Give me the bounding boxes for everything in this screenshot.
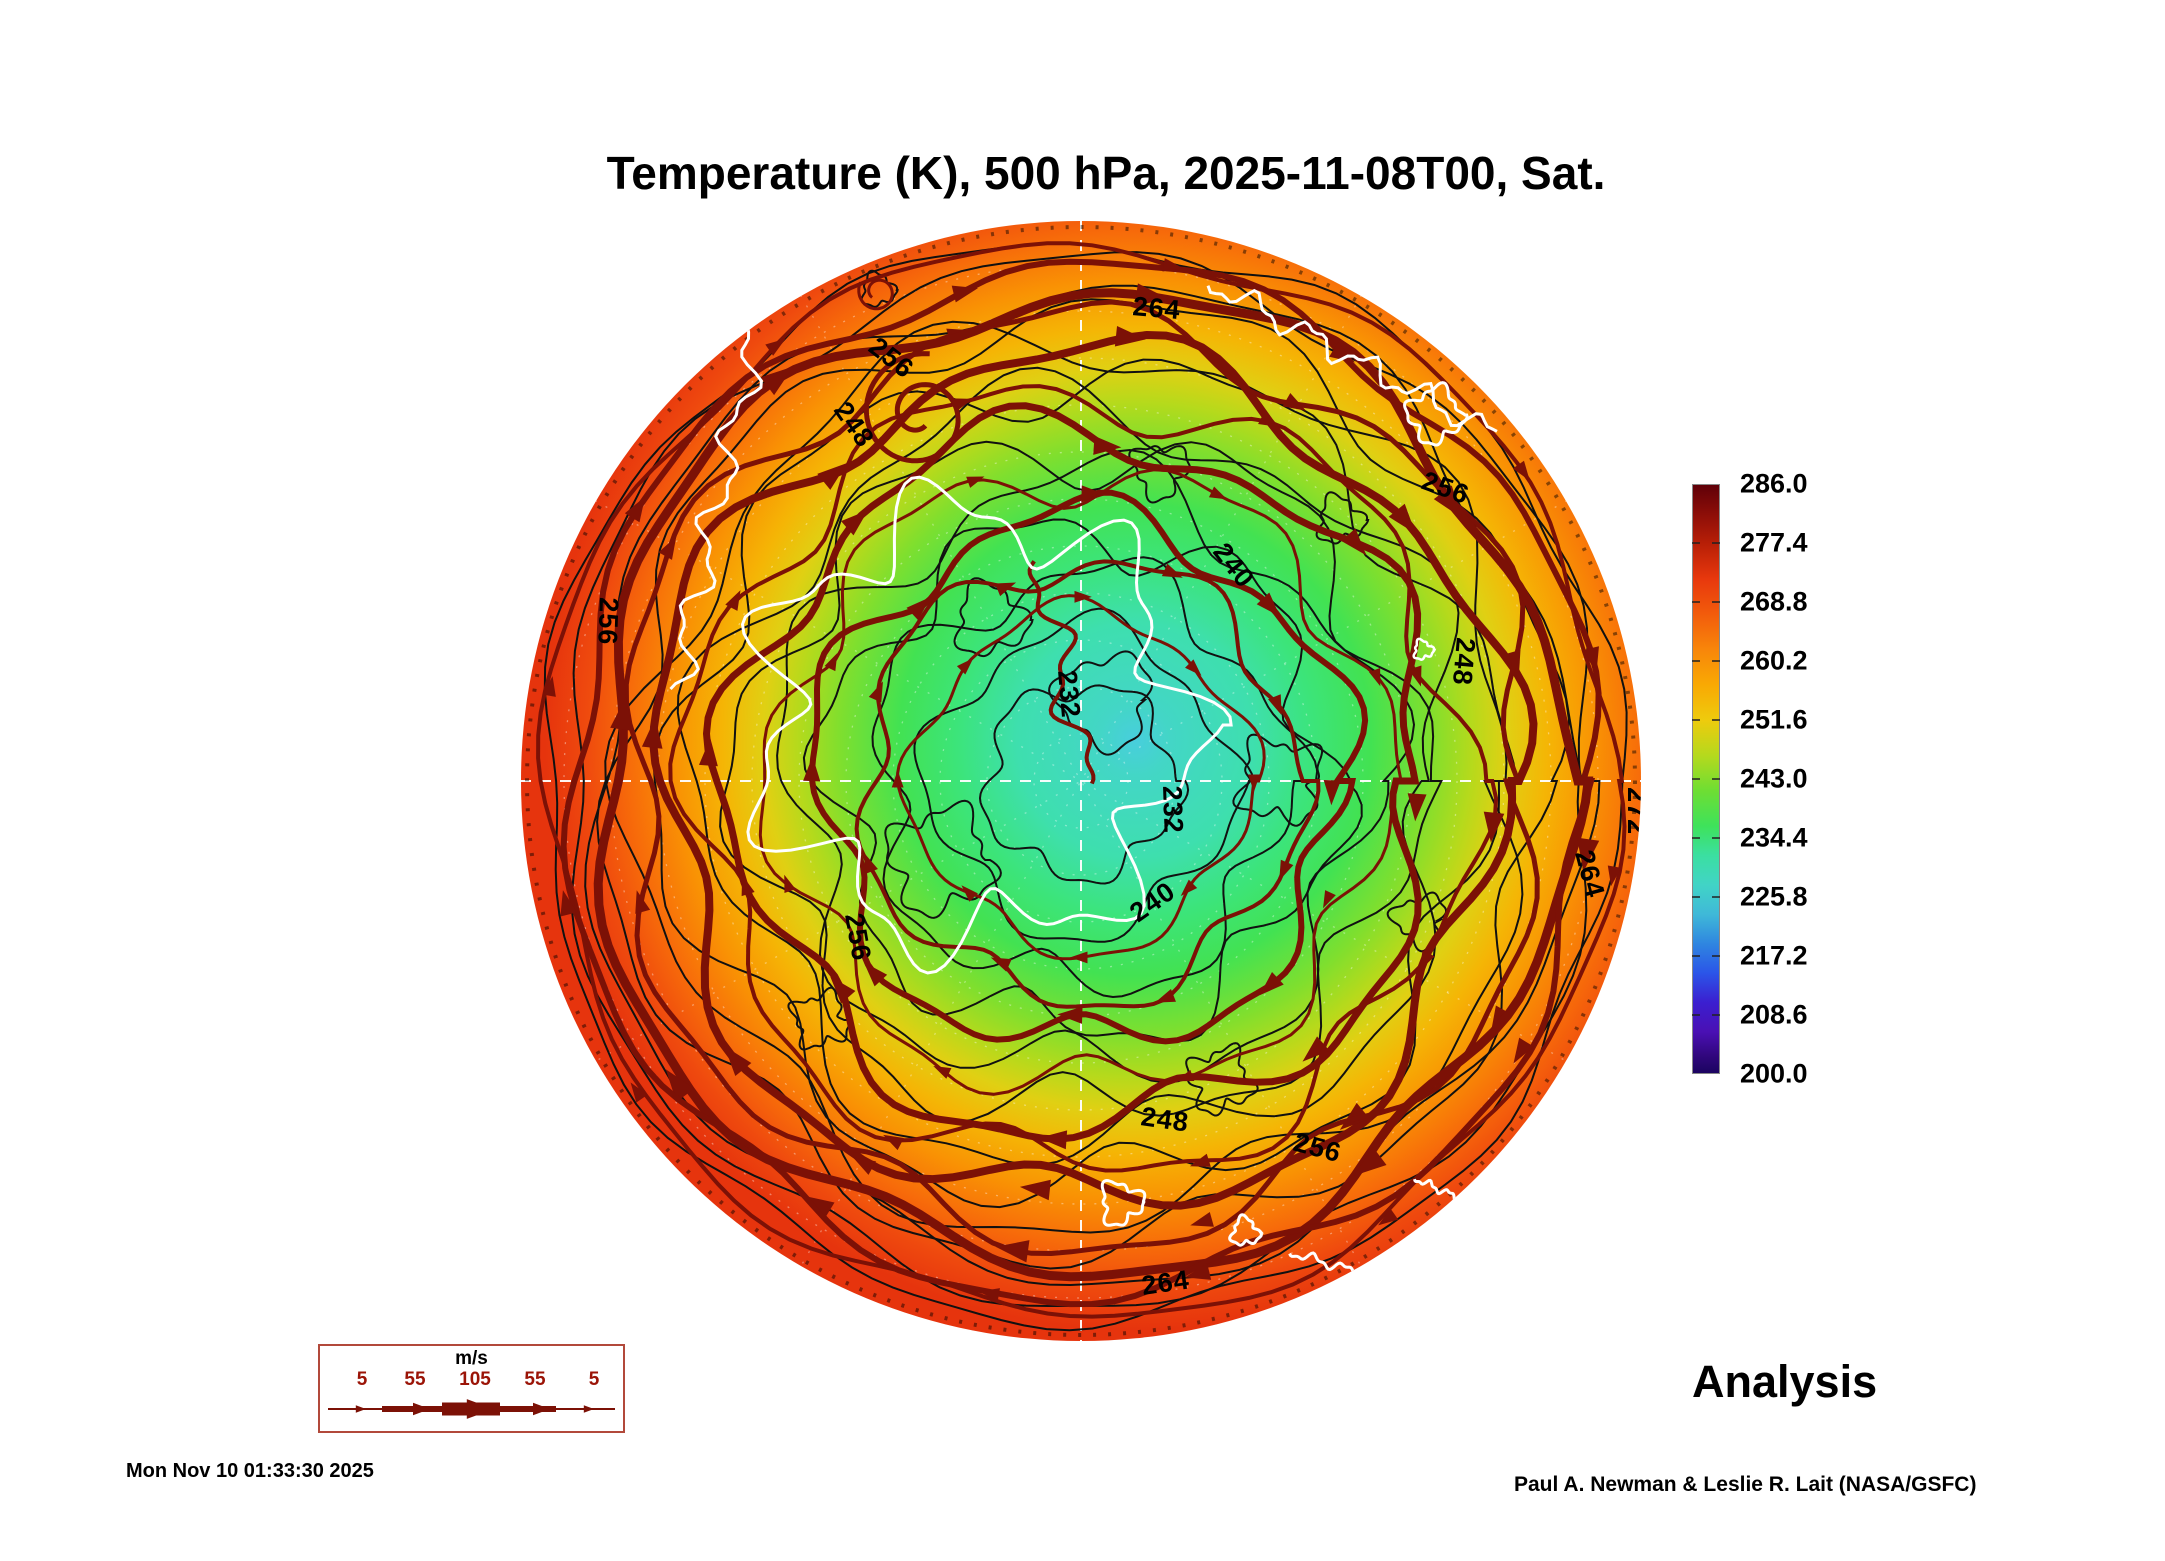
wind-arrow-scale-icon: [328, 1399, 615, 1419]
contour-label: 232: [1157, 785, 1189, 834]
colorbar-tick-label: 225.8: [1740, 881, 1808, 912]
colorbar-tick: [1712, 601, 1720, 603]
wind-speed-value: 55: [404, 1369, 426, 1390]
analysis-label: Analysis: [1692, 1356, 1878, 1407]
colorbar-tick: [1712, 955, 1720, 957]
wind-speed-value: 55: [524, 1369, 546, 1390]
colorbar-tick: [1712, 1014, 1720, 1016]
colorbar-tick: [1692, 542, 1700, 544]
colorbar-tick: [1692, 778, 1700, 780]
colorbar-tick-label: 200.0: [1740, 1058, 1808, 1089]
colorbar-tick: [1692, 660, 1700, 662]
colorbar-tick-label: 286.0: [1740, 468, 1808, 499]
wind-speed-value: 105: [459, 1369, 491, 1390]
wind-speed-legend: m/s 5 55 105 55 5: [318, 1344, 625, 1433]
contour-label: 256: [592, 597, 624, 646]
colorbar-tick-label: 234.4: [1740, 822, 1808, 853]
colorbar-tick: [1712, 837, 1720, 839]
colorbar-tick: [1712, 542, 1720, 544]
contour-label: 264: [1140, 1265, 1192, 1301]
colorbar-tick: [1692, 601, 1700, 603]
wind-speed-value: 5: [588, 1369, 600, 1390]
colorbar-tick: [1692, 837, 1700, 839]
contour-label: 248: [1139, 1101, 1191, 1137]
credit: Paul A. Newman & Leslie R. Lait (NASA/GS…: [1514, 1473, 1977, 1496]
colorbar-tick: [1712, 719, 1720, 721]
contour-label: 264: [1131, 291, 1181, 325]
page-title: Temperature (K), 500 hPa, 2025-11-08T00,…: [606, 147, 1606, 199]
colorbar-tick-label: 277.4: [1740, 527, 1808, 558]
colorbar-tick-label: 251.6: [1740, 704, 1808, 735]
colorbar-tick-label: 260.2: [1740, 645, 1808, 676]
colorbar-tick: [1712, 778, 1720, 780]
wind-speed-value: 5: [356, 1369, 368, 1390]
polar-temperature-map: 2642562482562402482322722642322562402562…: [521, 221, 1642, 1341]
wind-legend-unit: m/s: [455, 1348, 488, 1369]
colorbar-tick: [1712, 896, 1720, 898]
contour-label: 232: [1052, 669, 1086, 719]
colorbar-tick: [1692, 719, 1700, 721]
contour-label: 272: [1622, 787, 1642, 835]
colorbar-tick-label: 243.0: [1740, 763, 1808, 794]
timestamp: Mon Nov 10 01:33:30 2025: [126, 1460, 374, 1482]
colorbar-tick-label: 208.6: [1740, 999, 1808, 1030]
colorbar-tick: [1692, 955, 1700, 957]
colorbar-tick: [1692, 1014, 1700, 1016]
colorbar: [1692, 484, 1720, 1074]
colorbar-tick: [1692, 896, 1700, 898]
colorbar-tick-label: 268.8: [1740, 586, 1808, 617]
colorbar-tick: [1712, 660, 1720, 662]
colorbar-tick-label: 217.2: [1740, 940, 1808, 971]
contour-label: 248: [1447, 636, 1481, 686]
